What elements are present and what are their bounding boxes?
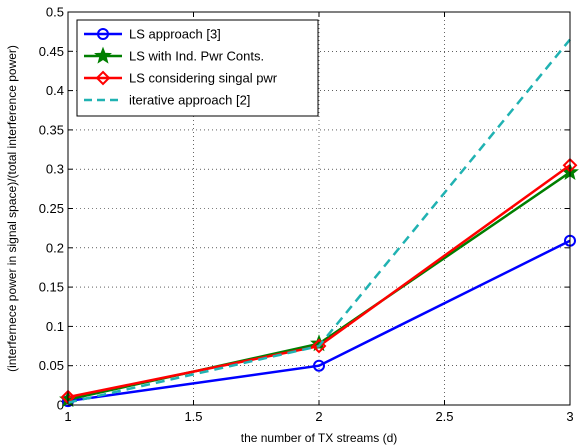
series-line bbox=[67, 38, 571, 404]
y-tick-label: 0.25 bbox=[39, 201, 64, 216]
y-tick-label: 0.3 bbox=[46, 162, 64, 177]
x-tick-label: 1.5 bbox=[184, 409, 202, 424]
legend-label: LS approach [3] bbox=[129, 27, 221, 42]
x-tick-label: 2.5 bbox=[435, 409, 453, 424]
series-layer bbox=[59, 38, 579, 408]
y-tick-label: 0 bbox=[57, 398, 64, 413]
legend: LS approach [3] LS with Ind. Pwr Conts. LS… bbox=[76, 19, 319, 117]
y-tick-label: 0.05 bbox=[39, 358, 64, 373]
circle-marker bbox=[97, 28, 109, 40]
axis-ticks: 1 1.5 2 2.5 3 0 0.05 0.1 0.15 0.2 0.25 0.3 0.35 0.4 0.… bbox=[39, 5, 574, 425]
x-tick-label: 3 bbox=[566, 409, 573, 424]
x-axis-label: the number of TX streams (d) bbox=[241, 431, 398, 445]
legend-entry: LS considering singal pwr bbox=[84, 71, 278, 86]
x-tick-label: 1 bbox=[64, 409, 71, 424]
y-axis-label: (interfernece power in signal space)/(to… bbox=[5, 45, 19, 372]
y-tick-label: 0.5 bbox=[46, 5, 64, 20]
x-tick-label: 2 bbox=[315, 409, 322, 424]
legend-label: LS considering singal pwr bbox=[129, 71, 278, 86]
diamond-marker bbox=[95, 70, 111, 86]
y-tick-label: 0.4 bbox=[46, 83, 64, 98]
legend-entry: LS approach [3] bbox=[84, 27, 221, 42]
y-tick-label: 0.15 bbox=[39, 280, 64, 295]
plot-frame bbox=[67, 11, 571, 406]
diamond-marker bbox=[311, 338, 327, 354]
legend-entry: iterative approach [2] bbox=[84, 93, 250, 108]
y-tick-label: 0.45 bbox=[39, 44, 64, 59]
grid bbox=[68, 12, 570, 405]
y-tick-label: 0.1 bbox=[46, 319, 64, 334]
series-line bbox=[67, 239, 571, 403]
circle-marker bbox=[313, 359, 325, 372]
y-tick-label: 0.35 bbox=[39, 122, 64, 137]
legend-entry: LS with Ind. Pwr Conts. bbox=[84, 46, 264, 64]
star-marker bbox=[94, 46, 112, 64]
series-4 bbox=[67, 38, 571, 404]
legend-label: iterative approach [2] bbox=[129, 93, 250, 108]
y-tick-label: 0.2 bbox=[46, 240, 64, 255]
legend-label: LS with Ind. Pwr Conts. bbox=[129, 49, 264, 64]
